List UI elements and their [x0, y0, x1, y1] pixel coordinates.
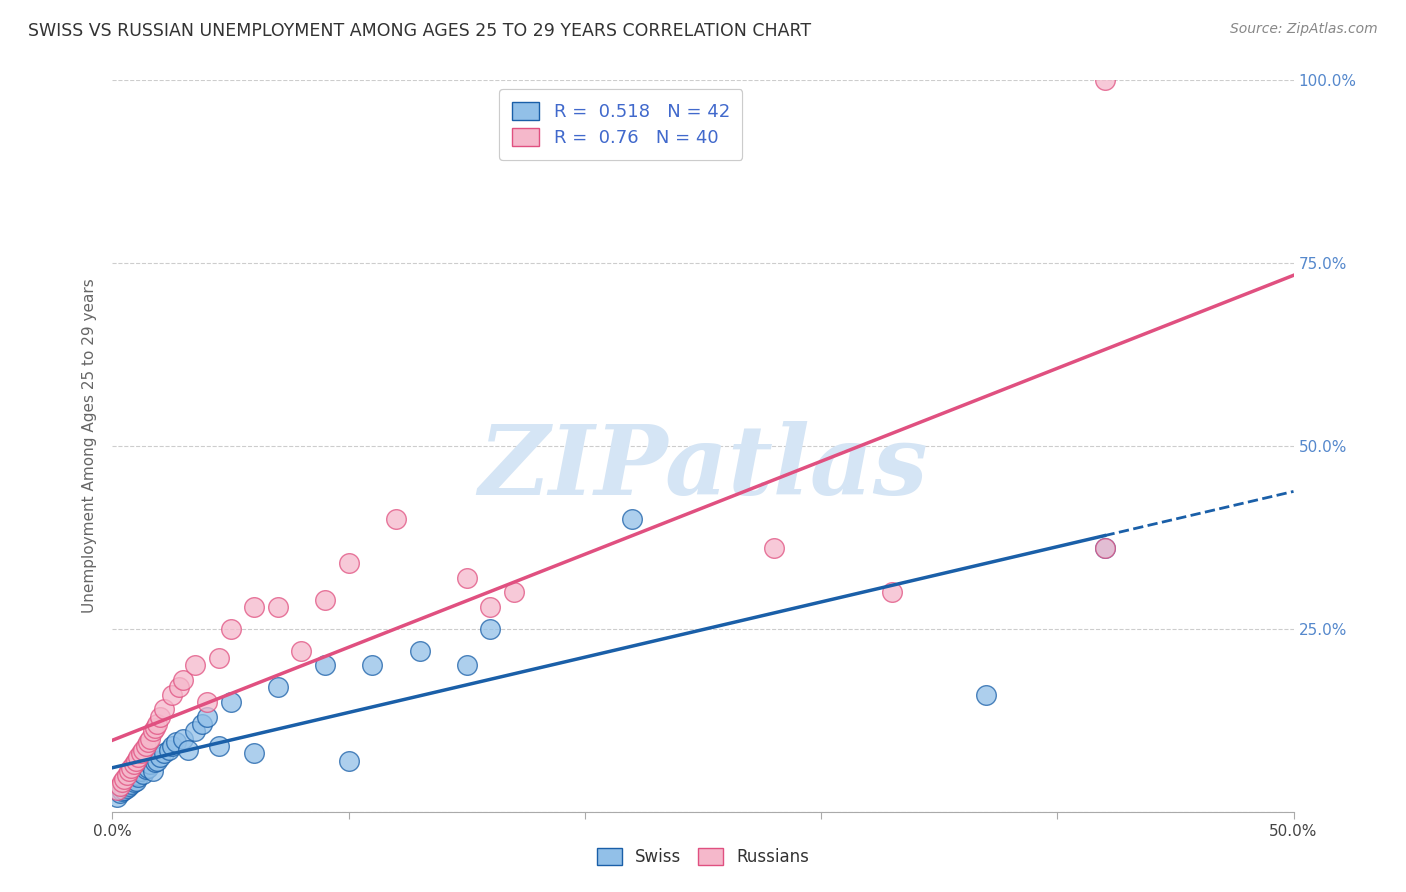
Point [195, 695, 218, 709]
Point [139, 731, 162, 746]
Point [112, 782, 135, 797]
Point [143, 755, 166, 769]
Point [184, 724, 207, 739]
Point [165, 735, 187, 749]
Point [880, 585, 903, 599]
Text: ZIPatlas: ZIPatlas [478, 421, 928, 515]
Point [160, 739, 183, 753]
Point [139, 757, 162, 772]
Point [314, 658, 336, 673]
Point [157, 742, 180, 756]
Point [125, 768, 148, 782]
Point [105, 782, 128, 797]
Point [267, 681, 290, 695]
Point [129, 764, 152, 779]
Point [115, 768, 138, 782]
Point [142, 724, 165, 739]
Point [337, 754, 360, 768]
Point [153, 746, 176, 760]
Point [290, 644, 312, 658]
Point [111, 775, 134, 789]
Point [153, 702, 176, 716]
Point [132, 742, 155, 756]
Point [115, 781, 138, 796]
Point [195, 709, 218, 723]
Point [243, 599, 266, 614]
Point [160, 688, 183, 702]
Point [135, 739, 157, 753]
Point [219, 622, 242, 636]
Point [122, 775, 145, 789]
Point [503, 585, 526, 599]
Point [361, 658, 384, 673]
Point [456, 571, 478, 585]
Point [1094, 541, 1116, 556]
Point [108, 779, 131, 793]
Point [479, 599, 502, 614]
Point [184, 658, 207, 673]
Point [976, 688, 998, 702]
Point [408, 644, 430, 658]
Point [105, 790, 128, 805]
Point [125, 754, 148, 768]
Point [337, 556, 360, 570]
Point [456, 658, 478, 673]
Point [385, 512, 408, 526]
Point [125, 774, 148, 789]
Point [112, 772, 135, 786]
Point [149, 709, 172, 723]
Point [136, 735, 159, 749]
Point [172, 673, 194, 687]
Point [127, 770, 149, 784]
Point [149, 749, 172, 764]
Point [129, 746, 152, 760]
Point [191, 717, 214, 731]
Point [118, 779, 141, 793]
Text: SWISS VS RUSSIAN UNEMPLOYMENT AMONG AGES 25 TO 29 YEARS CORRELATION CHART: SWISS VS RUSSIAN UNEMPLOYMENT AMONG AGES… [28, 22, 811, 40]
Point [118, 764, 141, 779]
Point [135, 762, 157, 776]
Point [111, 784, 134, 798]
Point [146, 754, 169, 768]
Point [479, 622, 502, 636]
Point [167, 681, 190, 695]
Point [267, 599, 290, 614]
Legend: R =  0.518   N = 42, R =  0.76   N = 40: R = 0.518 N = 42, R = 0.76 N = 40 [499, 89, 742, 160]
Point [208, 739, 231, 753]
Point [132, 766, 155, 780]
Point [208, 651, 231, 665]
Point [146, 717, 169, 731]
Point [120, 777, 142, 791]
Y-axis label: Unemployment Among Ages 25 to 29 years: Unemployment Among Ages 25 to 29 years [82, 278, 97, 614]
Point [1094, 73, 1116, 87]
Point [120, 761, 142, 775]
Point [136, 761, 159, 775]
Point [108, 787, 131, 801]
Point [1094, 541, 1116, 556]
Legend: Swiss, Russians: Swiss, Russians [589, 840, 817, 875]
Point [219, 695, 242, 709]
Text: Source: ZipAtlas.com: Source: ZipAtlas.com [1230, 22, 1378, 37]
Point [621, 512, 644, 526]
Point [127, 749, 149, 764]
Point [172, 731, 194, 746]
Point [143, 721, 166, 735]
Point [762, 541, 785, 556]
Point [243, 746, 266, 760]
Point [142, 764, 165, 779]
Point [177, 742, 200, 756]
Point [314, 592, 336, 607]
Point [122, 757, 145, 772]
